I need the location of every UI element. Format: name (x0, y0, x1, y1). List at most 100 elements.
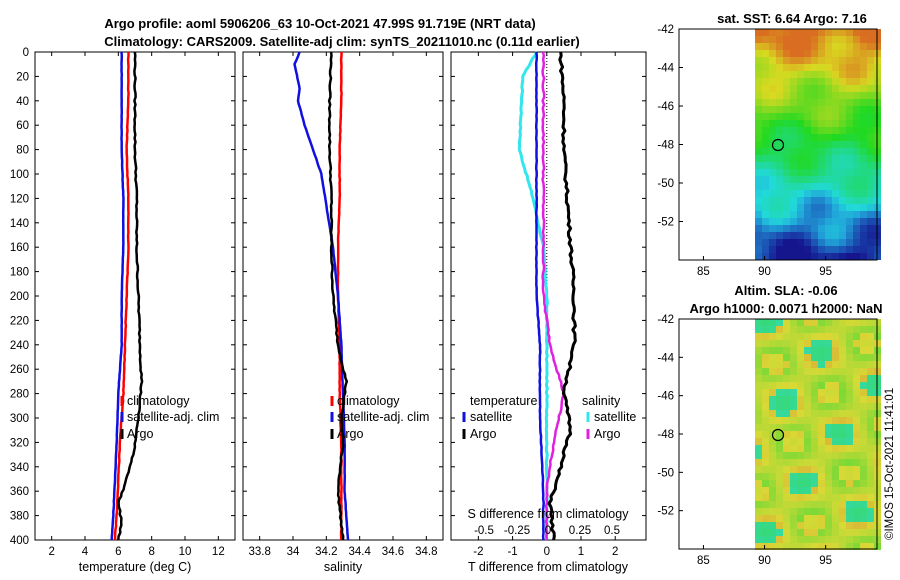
sst-cell (832, 155, 839, 162)
sst-cell (776, 43, 783, 50)
sla-cell (776, 396, 783, 403)
sst-cell (762, 29, 769, 36)
sst-cell (790, 85, 797, 92)
sla-cell (839, 431, 846, 438)
sla-cell (846, 480, 853, 487)
sla-cell (755, 522, 762, 529)
depth-tick-label: 400 (10, 535, 29, 547)
sst-cell (860, 204, 867, 211)
sst-cell (797, 78, 804, 85)
sla-cell (853, 333, 860, 340)
sst-cell (755, 253, 762, 260)
sst-cell (818, 190, 825, 197)
sst-cell (818, 57, 825, 64)
sla-cell (832, 459, 839, 466)
sst-cell (811, 127, 818, 134)
sst-cell (825, 197, 832, 204)
sla-cell (755, 375, 762, 382)
sst-cell (839, 162, 846, 169)
sst-cell (825, 57, 832, 64)
sla-cell (769, 347, 776, 354)
sst-cell (755, 134, 762, 141)
sla-cell (853, 382, 860, 389)
sla-cell (860, 396, 867, 403)
sst-cell (846, 71, 853, 78)
sla-cell (832, 508, 839, 515)
t-satellite-diff-line (534, 51, 545, 541)
sla-cell (839, 410, 846, 417)
sst-cell (832, 190, 839, 197)
sla-cell (825, 536, 832, 543)
sst-cell (853, 169, 860, 176)
sla-cell (846, 403, 853, 410)
sla-cell (860, 459, 867, 466)
sla-cell (769, 494, 776, 501)
sla-cell (762, 354, 769, 361)
sla-cell (867, 326, 874, 333)
sst-cell (797, 148, 804, 155)
sst-cell (853, 92, 860, 99)
sst-cell (769, 253, 776, 260)
sla-cell (790, 410, 797, 417)
sla-cell (860, 480, 867, 487)
sla-cell (783, 382, 790, 389)
sst-cell (783, 176, 790, 183)
sst-cell (825, 246, 832, 253)
sla-cell (832, 389, 839, 396)
sla-cell (755, 389, 762, 396)
sla-cell (860, 452, 867, 459)
sst-cell (846, 232, 853, 239)
sst-cell (776, 148, 783, 155)
sla-cell (860, 319, 867, 326)
sla-cell (769, 368, 776, 375)
sst-cell (783, 204, 790, 211)
sla-cell (825, 515, 832, 522)
sst-cell (811, 36, 818, 43)
sst-cell (846, 113, 853, 120)
sst-cell (839, 85, 846, 92)
sla-cell (783, 459, 790, 466)
sst-cell (860, 218, 867, 225)
sla-cell (783, 354, 790, 361)
sla-cell (832, 417, 839, 424)
sst-cell (811, 71, 818, 78)
sst-cell (818, 162, 825, 169)
sst-cell (818, 211, 825, 218)
sst-cell (769, 190, 776, 197)
sst-cell (790, 225, 797, 232)
sst-cell (860, 36, 867, 43)
sla-cell (846, 438, 853, 445)
sla-cell (811, 473, 818, 480)
sst-cell (846, 183, 853, 190)
map-y-tick-label: -46 (657, 101, 674, 113)
sst-cell (762, 127, 769, 134)
sst-cell (762, 204, 769, 211)
sla-cell (867, 522, 874, 529)
sla-cell (853, 403, 860, 410)
sla-cell (853, 410, 860, 417)
sla-cell (797, 438, 804, 445)
sst-map (755, 29, 881, 260)
sla-cell (825, 368, 832, 375)
sst-cell (846, 169, 853, 176)
map-y-tick-label: -48 (657, 429, 674, 441)
sst-cell (797, 253, 804, 260)
sla-cell (818, 459, 825, 466)
sla-cell (825, 347, 832, 354)
sst-cell (839, 50, 846, 57)
sst-cell (790, 218, 797, 225)
sla-cell (755, 403, 762, 410)
sla-cell (776, 403, 783, 410)
sla-cell (853, 389, 860, 396)
sst-cell (776, 225, 783, 232)
sla-cell (769, 543, 776, 550)
sst-cell (783, 218, 790, 225)
sst-cell (755, 176, 762, 183)
sst-cell (783, 155, 790, 162)
map-x-tick-label: 85 (697, 266, 710, 278)
sst-cell (825, 71, 832, 78)
sst-cell (804, 239, 811, 246)
sst-cell (860, 64, 867, 71)
sla-cell (825, 319, 832, 326)
sst-cell (797, 183, 804, 190)
